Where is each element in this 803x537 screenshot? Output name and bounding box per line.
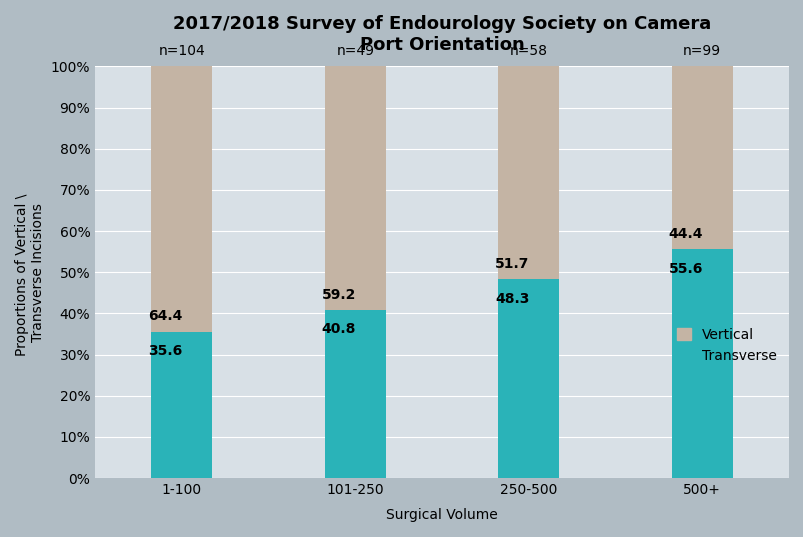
Bar	[151, 67, 212, 331]
Bar	[151, 331, 212, 478]
Text: 44.4: 44.4	[667, 227, 702, 241]
Text: n=99: n=99	[683, 44, 720, 58]
Y-axis label: Proportions of Vertical \ 
Transverse Incisions: Proportions of Vertical \ Transverse Inc…	[15, 189, 45, 355]
Bar	[498, 67, 558, 279]
Text: 55.6: 55.6	[667, 262, 702, 275]
X-axis label: Surgical Volume: Surgical Volume	[385, 508, 497, 522]
Bar	[324, 310, 385, 478]
Text: n=58: n=58	[509, 44, 547, 58]
Text: 35.6: 35.6	[148, 344, 182, 358]
Text: n=49: n=49	[336, 44, 374, 58]
Text: 59.2: 59.2	[321, 288, 356, 302]
Bar	[671, 67, 732, 249]
Text: 51.7: 51.7	[495, 257, 528, 271]
Title: 2017/2018 Survey of Endourology Society on Camera
Port Orientation: 2017/2018 Survey of Endourology Society …	[173, 15, 711, 54]
Text: n=104: n=104	[158, 44, 205, 58]
Legend: Vertical, Transverse: Vertical, Transverse	[671, 322, 781, 368]
Bar	[671, 249, 732, 478]
Bar	[324, 67, 385, 310]
Bar	[498, 279, 558, 478]
Text: 40.8: 40.8	[321, 322, 356, 337]
Text: 48.3: 48.3	[495, 292, 528, 306]
Text: 64.4: 64.4	[148, 309, 182, 323]
